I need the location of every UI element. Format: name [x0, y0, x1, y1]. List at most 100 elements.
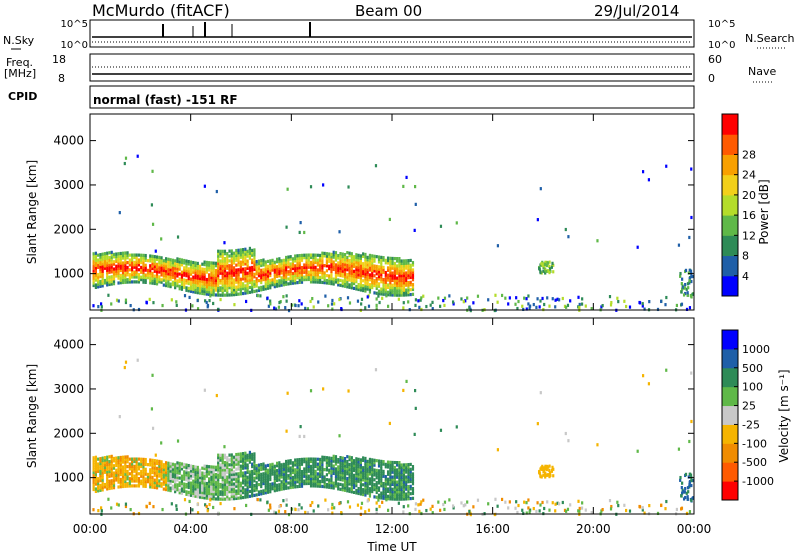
echo-cell: [420, 307, 423, 312]
echo-cell: [400, 473, 403, 477]
echo-cell: [205, 285, 208, 289]
echo-cell: [201, 274, 204, 279]
echo-cell: [205, 290, 208, 294]
echo-cell: [305, 277, 308, 282]
echo-cell: [164, 266, 168, 271]
echo-cell: [278, 483, 281, 487]
echo-cell: [117, 276, 120, 280]
echo-cell: [174, 470, 177, 474]
echo-cell: [230, 494, 233, 499]
echo-cell: [359, 288, 362, 292]
echo-cell: [656, 307, 660, 312]
echo-cell: [160, 261, 163, 265]
echo-cell: [350, 271, 353, 275]
echo-cell: [357, 489, 360, 493]
echo-cell: [352, 264, 356, 269]
echo-cell: [219, 252, 222, 256]
echo-cell: [298, 457, 301, 462]
echo-cell: [187, 466, 190, 470]
echo-cell: [346, 472, 349, 476]
echo-cell: [242, 478, 245, 483]
echo-cell: [219, 264, 222, 268]
echo-cell: [189, 265, 193, 269]
echo-cell: [277, 509, 281, 513]
echo-cell: [208, 477, 211, 481]
echo-cell: [558, 298, 561, 302]
echo-cell: [135, 272, 138, 277]
echo-cell: [321, 275, 324, 280]
echo-cell: [223, 487, 227, 492]
echo-cell: [99, 476, 102, 480]
echo-cell: [206, 509, 209, 513]
echo-cell: [137, 268, 141, 272]
echo-cell: [323, 254, 326, 258]
echo-cell: [110, 255, 113, 259]
echo-cell: [187, 493, 190, 497]
echo-cell: [97, 509, 100, 513]
echo-cell: [364, 459, 367, 463]
echo-cell: [350, 470, 353, 474]
echo-cell: [232, 261, 236, 265]
colorbar-swatch: [722, 386, 738, 407]
echo-cell: [237, 270, 240, 274]
echo-cell: [341, 269, 344, 273]
echo-cell: [142, 474, 145, 479]
echo-cell: [341, 463, 344, 468]
echo-cell: [280, 261, 283, 265]
echo-cell: [198, 478, 202, 482]
echo-cell: [253, 459, 256, 463]
echo-cell: [264, 488, 267, 492]
echo-cell: [683, 286, 686, 290]
echo-cell: [255, 267, 258, 271]
echo-cell: [289, 262, 292, 266]
echo-cell: [149, 254, 152, 258]
echo-cell: [319, 484, 322, 488]
echo-cell: [242, 481, 245, 485]
echo-cell: [176, 475, 179, 480]
echo-cell: [275, 471, 279, 475]
echo-cell: [262, 260, 265, 265]
echo-cell: [233, 303, 236, 307]
echo-cell: [149, 458, 152, 462]
echo-cell: [117, 485, 120, 489]
echo-cell: [566, 507, 570, 511]
echo-cell: [208, 278, 211, 282]
echo-cell: [275, 478, 279, 482]
colorbar-tick-label: 12: [742, 229, 756, 242]
echo-cell: [331, 502, 334, 507]
echo-cell: [108, 251, 111, 255]
echo-cell: [330, 486, 333, 490]
echo-cell: [115, 502, 119, 506]
echo-cell: [191, 508, 194, 512]
echo-cell: [121, 455, 125, 459]
echo-cell: [601, 303, 604, 308]
echo-cell: [237, 248, 240, 252]
echo-cell: [382, 270, 385, 274]
echo-cell: [551, 297, 554, 301]
echo-cell: [149, 259, 152, 263]
echo-cell: [103, 468, 107, 472]
echo-cell: [164, 276, 168, 280]
echo-cell: [167, 466, 170, 470]
echo-cell: [420, 296, 423, 300]
echo-cell: [101, 274, 104, 278]
echo-cell: [380, 459, 383, 463]
echo-cell: [442, 298, 445, 303]
echo-cell: [198, 493, 202, 497]
echo-cell: [396, 291, 399, 295]
echo-cell: [219, 293, 222, 297]
echo-cell: [285, 265, 288, 269]
echo-cell: [312, 457, 315, 461]
echo-cell: [251, 248, 254, 253]
echo-cell: [160, 477, 163, 481]
colorbar-tick-label: -100: [742, 437, 767, 450]
echo-cell: [99, 265, 102, 269]
echo-cell: [521, 304, 524, 308]
echo-cell: [389, 482, 392, 486]
echo-cell: [212, 301, 215, 306]
echo-cell: [137, 263, 141, 267]
echo-cell: [183, 268, 186, 272]
echo-cell: [230, 489, 233, 494]
echo-cell: [260, 475, 263, 479]
echo-cell: [180, 287, 184, 291]
